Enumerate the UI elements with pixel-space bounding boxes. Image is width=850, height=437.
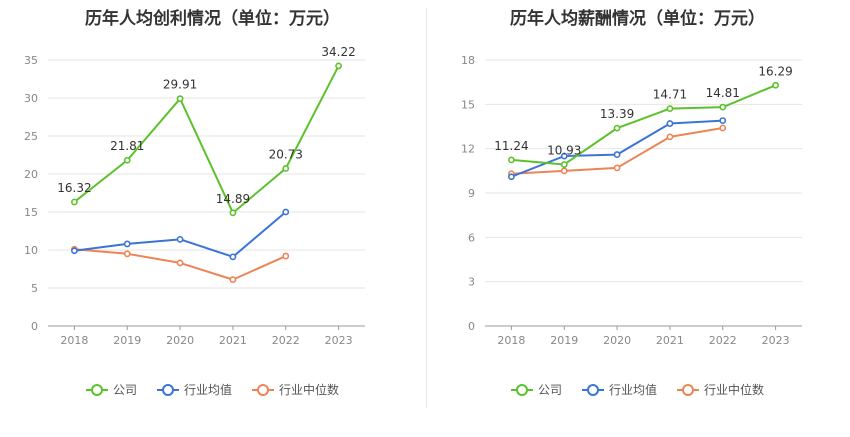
chart-legend: 公司 行业均值 行业中位数 <box>0 381 425 398</box>
x-tick-label: 2023 <box>762 334 790 347</box>
data-label: 11.24 <box>494 139 528 153</box>
legend-label: 行业中位数 <box>704 383 765 397</box>
chart-title: 历年人均薪酬情况（单位：万元） <box>510 9 765 29</box>
y-tick-label: 25 <box>24 130 38 143</box>
y-tick-label: 18 <box>461 54 475 67</box>
legend-item-company[interactable]: 公司 <box>85 381 137 398</box>
legend-label: 公司 <box>112 383 137 397</box>
y-tick-label: 10 <box>24 244 38 257</box>
data-label: 20.73 <box>269 147 303 161</box>
legend-item-industry-avg[interactable]: 行业均值 <box>581 381 657 398</box>
x-tick-label: 2022 <box>709 334 737 347</box>
data-point-industry_avg <box>176 235 184 243</box>
legend-marker-icon <box>252 383 274 396</box>
data-point-company <box>508 156 515 164</box>
data-point-industry_median <box>282 252 290 260</box>
legend-label: 行业中位数 <box>279 383 340 397</box>
data-label: 34.22 <box>321 45 355 59</box>
data-point-company <box>560 161 568 168</box>
salary-chart: 0 3 6 9 12 15 18 2018 2019 2020 2021 2022 2023 11.24 1… <box>461 54 802 347</box>
y-tick-label: 3 <box>468 276 475 289</box>
legend-marker-icon <box>510 383 533 396</box>
chart-legend: 公司 行业均值 行业中位数 <box>425 381 850 398</box>
data-point-company <box>719 103 727 111</box>
data-point-industry_avg <box>613 151 621 158</box>
legend-marker-icon <box>581 383 604 396</box>
profit-chart: 0 5 10 15 20 25 30 35 2018 2019 2020 2021 2022 2023 16… <box>24 45 365 347</box>
y-tick-label: 0 <box>468 320 475 333</box>
y-tick-label: 20 <box>24 168 38 181</box>
profit-chart-panel: 历年人均创利情况（单位：万元） 0 5 10 15 20 25 30 35 2018 2019 20… <box>0 9 425 398</box>
data-point-industry_median <box>719 124 727 132</box>
legend-marker-icon <box>677 383 699 396</box>
x-tick-label: 2021 <box>656 334 684 347</box>
data-label: 14.71 <box>653 88 687 102</box>
data-point-company <box>335 62 342 70</box>
y-tick-label: 30 <box>24 92 38 105</box>
x-tick-label: 2023 <box>325 334 353 347</box>
salary-chart-panel: 历年人均薪酬情况（单位：万元） 0 3 6 9 12 15 18 2018 2019 2020 20… <box>425 0 850 437</box>
legend-marker-icon <box>156 383 179 396</box>
data-point-company <box>666 105 674 113</box>
data-point-industry_median <box>666 133 674 141</box>
legend-marker-icon <box>85 383 108 396</box>
data-point-industry_avg <box>719 117 727 124</box>
x-tick-label: 2020 <box>166 334 194 347</box>
data-label: 16.32 <box>57 181 91 195</box>
data-point-industry_avg <box>560 152 568 160</box>
x-tick-label: 2019 <box>550 334 578 347</box>
data-point-industry_avg <box>282 208 290 216</box>
data-label: 16.29 <box>758 64 792 78</box>
data-point-industry_median <box>560 167 568 175</box>
y-tick-label: 12 <box>461 143 475 156</box>
x-tick-label: 2022 <box>272 334 300 347</box>
data-point-company <box>123 156 131 164</box>
y-tick-label: 6 <box>468 231 475 244</box>
data-point-industry_avg <box>666 120 674 127</box>
data-point-industry_median <box>613 164 621 172</box>
data-point-company <box>772 81 779 89</box>
y-tick-label: 0 <box>31 320 38 333</box>
y-tick-label: 5 <box>31 282 38 295</box>
legend-item-company[interactable]: 公司 <box>510 381 562 398</box>
chart-title: 历年人均创利情况（单位：万元） <box>85 9 340 29</box>
data-point-industry_avg <box>508 173 515 181</box>
data-point-company <box>282 165 290 172</box>
series-line-company <box>511 84 776 166</box>
data-label: 10.93 <box>547 143 581 157</box>
x-tick-label: 2018 <box>60 334 88 347</box>
y-tick-label: 9 <box>468 187 475 200</box>
data-label: 29.91 <box>163 78 197 92</box>
data-label: 14.81 <box>706 86 740 100</box>
data-label: 21.81 <box>110 139 144 153</box>
x-tick-label: 2021 <box>219 334 247 347</box>
legend-item-industry-median[interactable]: 行业中位数 <box>252 381 339 398</box>
data-label: 14.89 <box>216 192 250 206</box>
y-tick-label: 15 <box>461 98 475 111</box>
legend-item-industry-avg[interactable]: 行业均值 <box>156 381 232 398</box>
data-point-company <box>229 209 237 217</box>
data-point-industry_avg <box>229 253 237 261</box>
x-tick-label: 2020 <box>603 334 631 347</box>
data-point-company <box>71 198 78 206</box>
x-tick-label: 2018 <box>497 334 525 347</box>
data-point-company <box>613 124 621 132</box>
y-tick-label: 35 <box>24 54 38 67</box>
data-point-industry_avg <box>71 247 78 255</box>
legend-label: 行业均值 <box>183 383 232 397</box>
data-point-industry_median <box>176 259 184 267</box>
panel-divider <box>426 8 427 408</box>
data-point-company <box>176 95 184 103</box>
data-point-industry_median <box>123 250 131 258</box>
y-tick-label: 15 <box>24 206 38 219</box>
data-label: 13.39 <box>600 107 634 121</box>
data-point-industry_median <box>229 276 237 284</box>
legend-item-industry-median[interactable]: 行业中位数 <box>677 381 764 398</box>
data-point-industry_avg <box>123 240 131 248</box>
legend-label: 行业均值 <box>608 383 657 397</box>
series-line-company <box>73 65 340 214</box>
legend-label: 公司 <box>537 383 562 397</box>
x-tick-label: 2019 <box>113 334 141 347</box>
